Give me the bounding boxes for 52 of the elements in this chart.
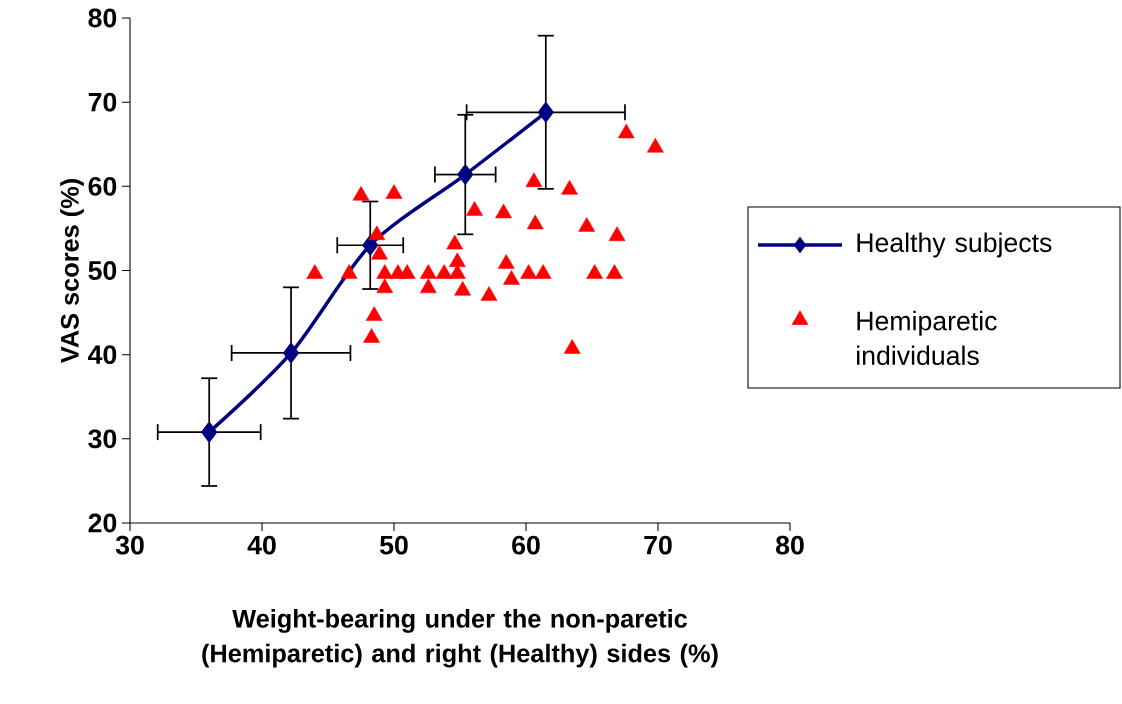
point — [340, 264, 358, 279]
point — [534, 264, 552, 279]
point — [578, 217, 596, 232]
point — [449, 264, 466, 279]
point — [525, 172, 543, 188]
point — [306, 264, 324, 279]
point — [371, 244, 388, 260]
point — [526, 214, 544, 230]
point — [398, 264, 416, 279]
point — [561, 180, 578, 195]
point — [376, 264, 394, 279]
y-tick-label: 40 — [88, 345, 117, 365]
point — [466, 201, 483, 216]
point — [520, 264, 537, 279]
y-tick-label: 70 — [88, 92, 117, 112]
point — [586, 264, 603, 279]
y-axis-title: VAS scores (%) — [60, 179, 84, 364]
point — [503, 270, 520, 285]
legend-label: Hemiparetic individuals — [857, 310, 997, 366]
point — [419, 264, 437, 279]
point — [376, 278, 394, 294]
point — [385, 184, 403, 199]
legend-label: Healthy subjects — [857, 232, 1052, 258]
y-tick-label: 30 — [88, 429, 117, 449]
point — [454, 281, 471, 296]
point — [495, 203, 512, 219]
point — [608, 226, 626, 241]
point — [352, 185, 370, 201]
x-axis-title: Weight-bearing under the non-paretic (Hemiparetic) and right (Healthy) sides (%) — [202, 609, 718, 668]
point — [368, 225, 386, 241]
y-tick-label: 60 — [88, 176, 117, 196]
point — [497, 254, 515, 269]
x-tick-label: 70 — [644, 535, 672, 555]
point — [363, 328, 380, 343]
point — [563, 339, 581, 354]
x-tick-label: 80 — [776, 535, 804, 555]
y-tick-label: 50 — [88, 261, 117, 280]
point — [647, 138, 664, 153]
point — [419, 278, 437, 294]
point — [365, 306, 383, 321]
point — [617, 123, 635, 139]
point — [606, 264, 623, 279]
point — [435, 264, 453, 279]
point — [446, 234, 464, 250]
point — [449, 252, 466, 268]
x-tick-label: 50 — [379, 535, 408, 555]
x-tick-label: 30 — [115, 535, 144, 555]
x-tick-label: 40 — [247, 535, 276, 555]
y-tick-label: 80 — [88, 8, 117, 28]
x-tick-label: 60 — [512, 535, 540, 555]
y-tick-label: 20 — [88, 513, 117, 533]
point — [480, 286, 498, 301]
